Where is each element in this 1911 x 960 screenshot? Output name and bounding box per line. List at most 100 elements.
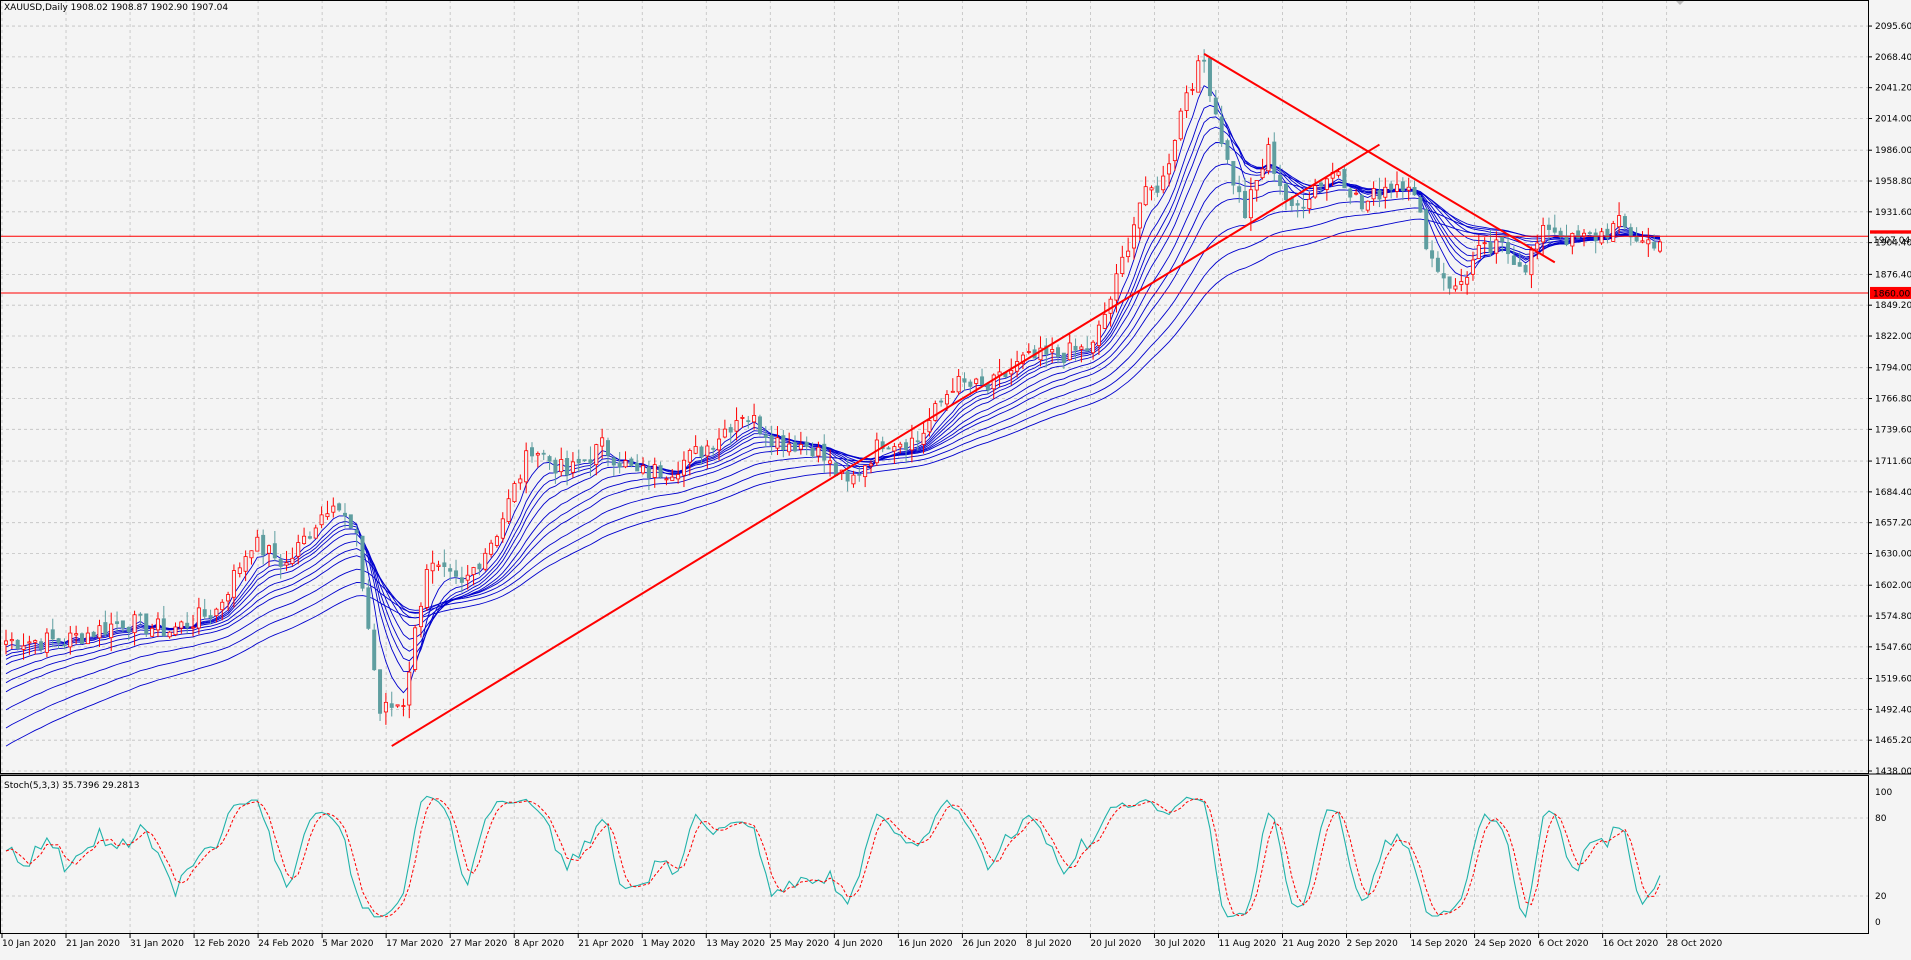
- candle: [413, 624, 418, 672]
- candle-body: [582, 459, 587, 462]
- candle: [430, 550, 435, 584]
- candle: [1646, 227, 1651, 257]
- candle: [535, 451, 540, 468]
- candle: [144, 613, 149, 638]
- candle: [483, 548, 488, 572]
- candle: [635, 454, 640, 472]
- ema-line: [5, 207, 1661, 729]
- candle-body: [173, 626, 178, 635]
- candle: [1219, 105, 1224, 147]
- price-tick-label: 1794.00: [1875, 364, 1911, 374]
- candle-body: [500, 518, 505, 539]
- candle: [681, 451, 686, 488]
- candle-body: [1266, 144, 1271, 172]
- candle: [249, 550, 254, 565]
- candle-body: [740, 416, 745, 419]
- candle-body: [611, 457, 616, 466]
- candle: [459, 566, 464, 593]
- trendline[interactable]: [391, 143, 1380, 747]
- candle: [261, 529, 266, 565]
- candle: [816, 441, 821, 463]
- candle-body: [360, 535, 365, 589]
- date-tick-label: 24 Feb 2020: [258, 939, 314, 949]
- candle: [4, 629, 9, 655]
- candle: [530, 442, 535, 463]
- candle: [1383, 177, 1388, 209]
- candle-body: [950, 390, 955, 393]
- candle-body: [208, 615, 213, 619]
- candle: [1172, 139, 1177, 171]
- candle-body: [185, 622, 190, 628]
- candle-body: [1114, 273, 1119, 301]
- candle-body: [512, 483, 517, 503]
- candle-body: [1278, 174, 1283, 187]
- candle: [331, 497, 336, 518]
- candle: [1453, 278, 1458, 292]
- candle-body: [91, 631, 96, 637]
- date-tick-label: 2 Sep 2020: [1347, 939, 1399, 949]
- candle-body: [1406, 186, 1411, 191]
- candle-body: [1447, 276, 1452, 289]
- candle-body: [226, 594, 231, 602]
- candle: [722, 419, 727, 439]
- candle-body: [1564, 235, 1569, 246]
- candle: [448, 563, 453, 581]
- price-tick-label: 1492.40: [1875, 705, 1911, 715]
- candle: [1359, 193, 1364, 212]
- candle-body: [1231, 161, 1236, 186]
- candle-body: [933, 403, 938, 421]
- candle-body: [693, 446, 698, 454]
- candle-body: [272, 543, 277, 559]
- candle-body: [1319, 182, 1324, 187]
- trendline[interactable]: [1203, 53, 1556, 264]
- candle: [863, 465, 868, 488]
- candle: [372, 623, 377, 671]
- candle-body: [565, 457, 570, 476]
- candle-body: [62, 644, 67, 647]
- candle-body: [1044, 345, 1049, 355]
- candle: [1652, 234, 1657, 251]
- candle-body: [1348, 188, 1353, 198]
- candle-body: [1225, 140, 1230, 160]
- date-tick-label: 20 Jul 2020: [1090, 939, 1141, 949]
- candle-body: [1628, 227, 1633, 238]
- date-tick-label: 13 May 2020: [706, 939, 765, 949]
- price-tick-label: 1684.40: [1875, 488, 1911, 498]
- candle-body: [1354, 192, 1359, 195]
- price-tick-label: 1465.20: [1875, 736, 1911, 746]
- candle: [454, 559, 459, 584]
- candle-body: [1143, 186, 1148, 206]
- candle-body: [489, 542, 494, 555]
- candle-body: [605, 440, 610, 456]
- price-tick-label: 1822.00: [1875, 332, 1911, 342]
- candle: [1523, 263, 1528, 276]
- candle-body: [676, 474, 681, 480]
- date-tick-label: 16 Oct 2020: [1603, 939, 1659, 949]
- candle: [676, 461, 681, 484]
- candle: [465, 565, 470, 590]
- stochastic-panel: 100 80 20 0: [0, 788, 1892, 928]
- candle: [115, 611, 120, 632]
- stoch-tick-label: 20: [1875, 892, 1887, 902]
- candle-body: [313, 527, 318, 539]
- scroll-arrow-icon[interactable]: [1676, 1, 1684, 5]
- candle-body: [939, 400, 944, 403]
- candle: [1459, 268, 1464, 292]
- candle: [565, 450, 570, 486]
- candle: [740, 414, 745, 428]
- candle-body: [79, 633, 84, 644]
- trendlines[interactable]: [391, 53, 1556, 747]
- date-tick-label: 31 Jan 2020: [130, 939, 184, 949]
- candle: [231, 564, 236, 608]
- candle: [1605, 223, 1610, 244]
- candle-body: [518, 478, 523, 484]
- date-tick-label: 25 May 2020: [770, 939, 829, 949]
- candle: [1389, 180, 1394, 199]
- price-level-tag: [1870, 286, 1911, 299]
- candle: [1260, 158, 1265, 180]
- candle-body: [717, 438, 722, 451]
- candle-body: [249, 550, 254, 559]
- candle: [342, 503, 347, 528]
